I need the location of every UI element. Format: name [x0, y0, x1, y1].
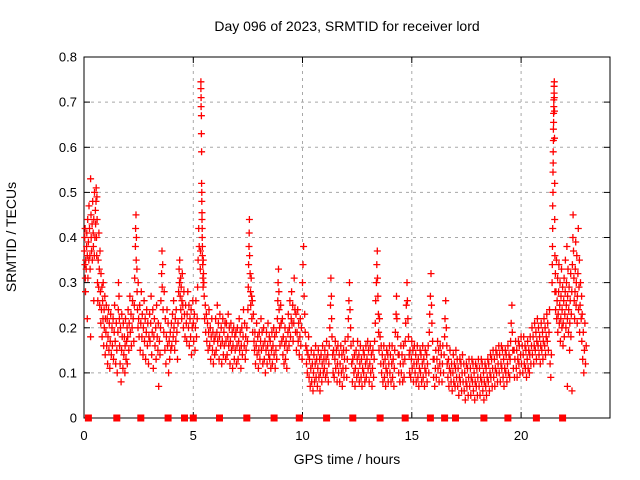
data-points-srmtid-values: [80, 78, 590, 404]
chart-title: Day 096 of 2023, SRMTID for receiver lor…: [214, 18, 479, 34]
y-tick-label: 0.1: [59, 365, 77, 380]
y-tick-label: 0.3: [59, 275, 77, 290]
y-axis-label: SRMTID / TECUs: [3, 182, 19, 292]
y-tick-label: 0.8: [59, 50, 77, 65]
y-tick-label: 0.6: [59, 140, 77, 155]
y-tick-label: 0.7: [59, 95, 77, 110]
x-tick-label: 15: [405, 428, 419, 443]
x-tick-label: 10: [295, 428, 309, 443]
y-tick-label: 0.2: [59, 320, 77, 335]
data-layer: [80, 78, 590, 422]
x-tick-label: 20: [514, 428, 528, 443]
y-tick-label: 0: [70, 411, 77, 426]
tick-layer: [83, 56, 610, 419]
x-axis-label: GPS time / hours: [294, 451, 401, 467]
y-tick-label: 0.4: [59, 230, 77, 245]
tick-label-layer: 0 5 10 15 20 0 0.1 0.2 0.3 0.4 0.5 0.6 0.7 0.8: [59, 50, 528, 444]
y-tick-label: 0.5: [59, 185, 77, 200]
data-points-zero-flags: [84, 414, 567, 422]
x-tick-label: 0: [80, 428, 87, 443]
x-tick-label: 5: [190, 428, 197, 443]
